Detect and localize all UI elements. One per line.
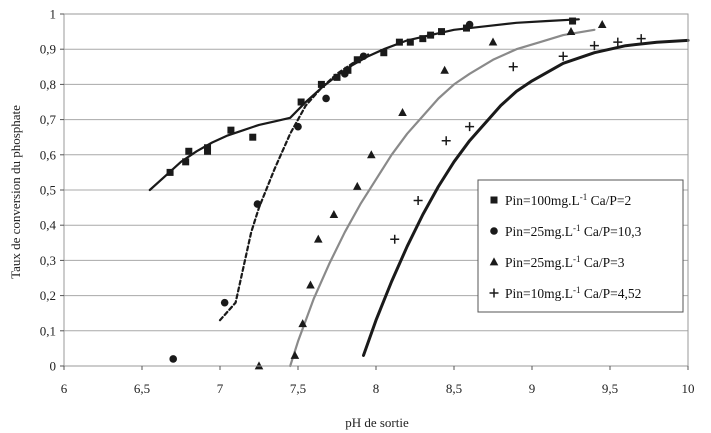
data-point-series-4 (465, 122, 475, 132)
data-point-series-2 (322, 94, 330, 103)
data-point-series-4 (508, 62, 518, 72)
data-point-series-1 (182, 158, 190, 166)
data-point-series-1 (249, 133, 257, 141)
legend-box (477, 179, 684, 313)
fit-curve-2 (218, 53, 370, 322)
legend-label-3: Pin=25mg.L-1 Ca/P=3 (505, 254, 625, 270)
grid-lines (64, 48, 688, 332)
data-point-series-1 (427, 31, 435, 39)
data-point-series-3 (440, 65, 449, 74)
data-point-series-2 (341, 70, 349, 78)
data-point-series-3 (398, 107, 407, 116)
x-axis-label: pH de sortie (345, 415, 409, 430)
data-point-series-1 (166, 168, 174, 176)
x-tick-label: 10 (682, 381, 695, 396)
data-point-series-1 (333, 73, 341, 81)
y-tick-label: 0,7 (40, 112, 57, 127)
fit-curve-3 (289, 28, 596, 368)
legend: Pin=100mg.L-1 Ca/P=2 Pin=25mg.L-1 Ca/P=10… (477, 179, 684, 313)
data-point-series-3 (597, 19, 607, 28)
data-point-series-1 (204, 147, 212, 155)
legend-label-4: Pin=10mg.L-1 Ca/P=4,52 (505, 285, 641, 301)
data-point-series-3 (290, 350, 300, 359)
data-point-series-1 (344, 66, 352, 74)
y-tick-label: 0,2 (40, 288, 56, 303)
x-tick-label: 7 (217, 381, 224, 396)
legend-marker-4 (489, 288, 499, 298)
data-point-series-3 (306, 280, 315, 289)
data-point-series-1 (380, 49, 388, 57)
data-point-series-3 (367, 150, 376, 159)
y-axis-label: Taux de conversion du phosphate (8, 105, 23, 279)
data-point-series-4 (413, 196, 423, 206)
y-tick-label: 0 (50, 359, 57, 374)
data-point-series-1 (438, 28, 446, 36)
data-point-series-4 (613, 37, 623, 47)
data-point-series-2 (465, 20, 474, 29)
y-tick-label: 1 (50, 7, 57, 22)
x-tick-label: 9,5 (602, 381, 618, 396)
data-point-series-4 (636, 34, 646, 44)
x-tick-label: 7,5 (290, 381, 306, 396)
data-point-series-4 (390, 234, 400, 244)
data-point-series-1 (317, 80, 325, 88)
data-point-series-4 (589, 41, 599, 51)
x-tick-label: 9 (529, 381, 536, 396)
data-point-series-1 (204, 144, 212, 152)
axes: 0 0,1 0,2 0,3 0,4 0,5 0,6 0,7 0,8 0,9 1 6 6,5 7 7,5 8 8,… (40, 7, 695, 397)
y-tick-label: 0,1 (40, 323, 56, 338)
data-point-series-3 (313, 234, 323, 243)
legend-label-2: Pin=25mg.L-1 Ca/P=10,3 (505, 223, 642, 239)
data-point-series-2 (253, 200, 262, 208)
data-point-series-3 (488, 37, 498, 46)
fit-curve-1 (148, 18, 580, 192)
data-point-series-1 (353, 56, 361, 64)
data-point-series-3 (352, 181, 362, 190)
x-tick-label: 6,5 (134, 381, 150, 396)
data-point-series-3 (329, 210, 339, 219)
data-points (166, 17, 646, 370)
data-point-series-3 (298, 319, 307, 328)
data-point-series-1 (406, 38, 414, 46)
data-point-series-3 (566, 27, 576, 35)
data-point-series-2 (169, 355, 177, 363)
x-tick-label: 8,5 (446, 381, 462, 396)
legend-marker-2 (490, 227, 498, 235)
y-tick-label: 0,4 (40, 218, 57, 233)
x-tick-label: 6 (61, 381, 68, 396)
data-point-series-1 (395, 38, 403, 46)
data-point-series-3 (254, 361, 264, 370)
y-tick-label: 0,3 (40, 253, 56, 268)
data-point-series-1 (419, 35, 427, 43)
x-tick-label: 8 (373, 381, 380, 396)
fit-curve-4 (362, 38, 690, 357)
legend-label-1: Pin=100mg.L-1 Ca/P=2 (505, 192, 631, 208)
data-point-series-1 (227, 126, 235, 134)
legend-marker-3 (489, 257, 499, 266)
y-tick-label: 0,9 (40, 42, 56, 57)
data-point-series-1 (569, 17, 577, 25)
data-point-series-1 (185, 147, 193, 155)
data-point-series-2 (359, 52, 368, 61)
y-tick-label: 0,5 (40, 183, 56, 198)
data-point-series-2 (294, 122, 302, 131)
data-point-series-1 (297, 98, 305, 106)
y-tick-label: 0,8 (40, 77, 56, 92)
y-tick-label: 0,6 (40, 147, 57, 162)
legend-marker-1 (490, 196, 498, 204)
data-point-series-4 (558, 51, 568, 61)
data-point-series-2 (220, 298, 229, 307)
data-point-series-4 (441, 136, 451, 146)
data-point-series-1 (462, 24, 470, 32)
